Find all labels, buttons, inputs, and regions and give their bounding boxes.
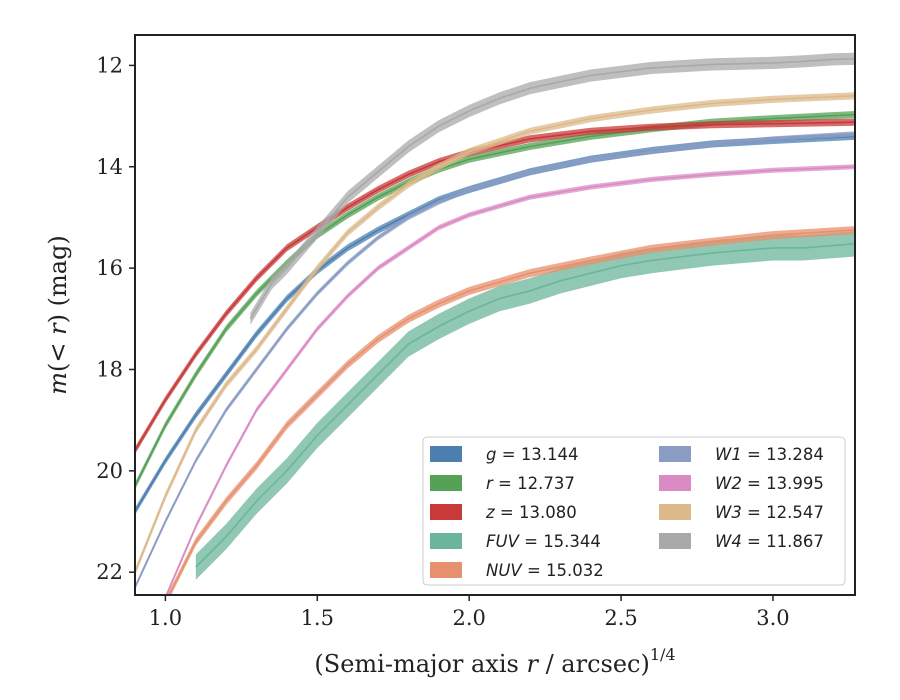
x-tick-label: 1.5 [301, 606, 334, 630]
legend-label-w3: W3 = 12.547 [715, 503, 824, 522]
x-tick-label: 1.0 [149, 606, 182, 630]
x-axis-label: (Semi-major axis r / arcsec)1/4 [314, 645, 675, 678]
x-tick-label: 2.5 [604, 606, 637, 630]
series-line-w4 [249, 58, 855, 320]
y-tick-label: 16 [96, 256, 123, 280]
series-line-z [135, 121, 855, 452]
x-tick-label: 2.0 [452, 606, 485, 630]
y-tick-label: 12 [96, 53, 123, 77]
legend-label-w4: W4 = 11.867 [715, 532, 824, 551]
series-band-nuv [167, 226, 855, 595]
legend-label-z: z = 13.080 [485, 503, 577, 522]
series-line-w3 [135, 95, 855, 573]
series-line-fuv [195, 243, 855, 568]
legend-swatch-w4 [659, 533, 691, 549]
legend-label-w2: W2 = 13.995 [715, 474, 824, 493]
legend-label-fuv: FUV = 15.344 [486, 532, 601, 551]
x-tick-label: 3.0 [756, 606, 789, 630]
y-tick-label: 20 [96, 459, 123, 483]
series-layer [135, 52, 855, 595]
legend-swatch-g [430, 446, 462, 462]
axes-layer: 1.0 1.5 2.0 2.5 3.0 12 14 16 18 20 22 [96, 53, 789, 630]
legend-swatch-fuv [430, 533, 462, 549]
series-band-fuv [195, 231, 855, 580]
series-line-nuv [168, 229, 855, 595]
legend-swatch-z [430, 504, 462, 520]
legend-label-g: g = 13.144 [486, 445, 579, 464]
y-tick-label: 22 [96, 560, 123, 584]
legend-label-w1: W1 = 13.284 [715, 445, 824, 464]
plot-frame [134, 34, 856, 596]
legend-label-r: r = 12.737 [486, 474, 575, 493]
y-tick-label: 18 [96, 357, 123, 381]
series-line-w1 [135, 133, 855, 588]
legend-swatch-r [430, 475, 462, 491]
legend-box [422, 436, 846, 586]
legend-swatch-w1 [659, 446, 691, 462]
legend-swatch-w3 [659, 504, 691, 520]
legend: g = 13.144 r = 12.737 z = 13.080 FUV = 15.3… [422, 436, 846, 586]
y-tick-label: 14 [96, 155, 123, 179]
legend-swatch-w2 [659, 475, 691, 491]
legend-label-nuv: NUV = 15.032 [486, 561, 604, 580]
y-axis-label: m(< r) (mag) [44, 235, 72, 395]
legend-swatch-nuv [430, 562, 462, 578]
series-line-w2 [165, 166, 855, 595]
